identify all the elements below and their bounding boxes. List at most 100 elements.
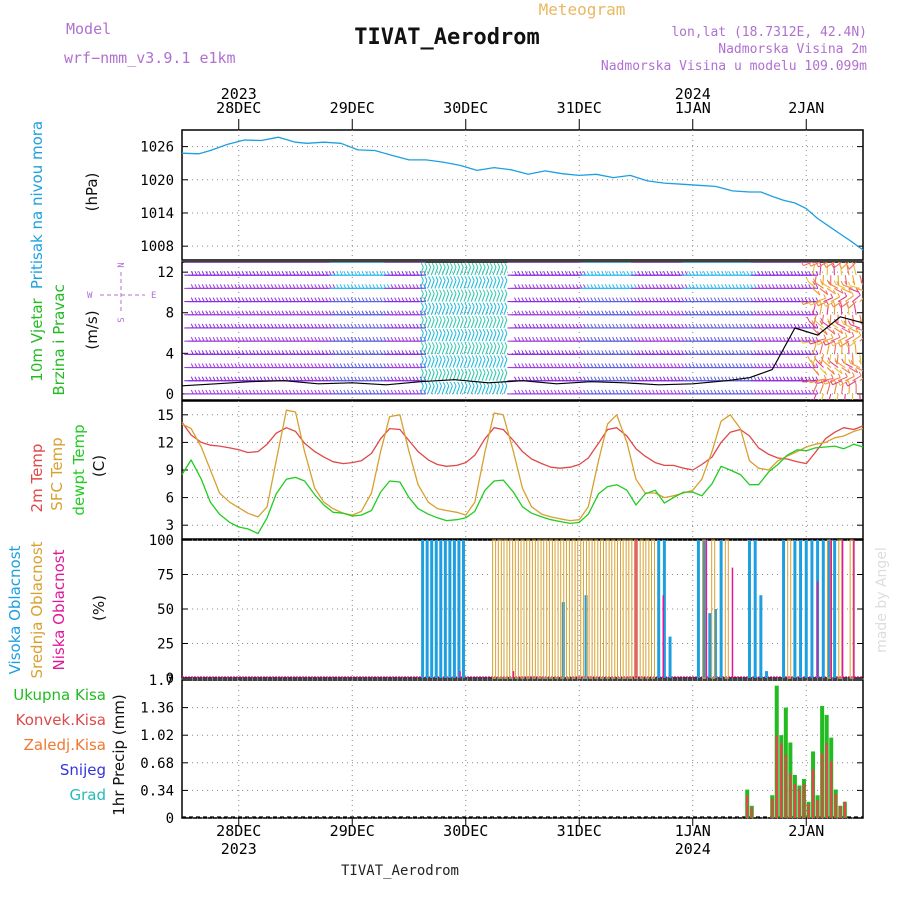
wind-barb-flag	[710, 310, 714, 315]
wind-barb-flag	[442, 262, 446, 268]
wind-barb-flag	[205, 270, 209, 276]
wind-barb-flag	[245, 336, 249, 342]
mid-cloud-bar	[724, 539, 729, 679]
wind-barb-flag	[790, 297, 793, 302]
wind-barb-flag	[713, 310, 717, 315]
wind-barb-flag	[412, 297, 416, 302]
wind-barb-flag	[739, 310, 743, 315]
wind-barb-flag	[336, 310, 339, 315]
wind-barb-flag	[252, 310, 256, 315]
wind-barb-flag	[630, 323, 634, 329]
wind-barb-flag	[471, 289, 475, 294]
wind-barb	[832, 340, 842, 347]
wind-barb-flag	[782, 310, 786, 315]
wind-barb	[503, 346, 508, 355]
wind-barb	[474, 266, 479, 276]
wind-barb-flag	[479, 262, 482, 268]
wind-barb-flag	[424, 289, 428, 294]
wind-barb-flag	[383, 310, 387, 315]
wind-barb	[496, 332, 501, 342]
wind-barb-flag	[601, 336, 605, 342]
wind-barb-flag	[644, 270, 648, 276]
wind-barb-flag	[568, 270, 572, 276]
wind-barb-flag	[717, 336, 721, 342]
pressure-unit: (hPa)	[83, 173, 101, 212]
wind-barb	[419, 266, 424, 276]
wind-barb-flag	[321, 389, 325, 395]
wind-barb-flag	[575, 270, 579, 276]
wind-barb-flag	[296, 270, 300, 276]
wind-barb-flag	[428, 328, 432, 334]
wind-barb	[818, 262, 828, 268]
high-cloud-bar	[827, 540, 831, 678]
wind-barb-flag	[731, 270, 735, 276]
wind-barb	[434, 332, 439, 342]
wind-barb-flag	[731, 350, 735, 355]
wind-barb-flag	[376, 336, 379, 342]
wind-barb	[481, 346, 486, 355]
wind-barb-flag	[633, 284, 637, 289]
mid-cloud-bar	[554, 539, 559, 679]
wind-barb	[419, 293, 424, 302]
wind-barb-flag	[550, 389, 554, 395]
wind-barb-flag	[786, 323, 790, 329]
wind-barb-flag	[307, 336, 310, 342]
wind-barb-flag	[397, 376, 401, 381]
wind-barb-flag	[475, 342, 479, 347]
wind-barb-flag	[208, 389, 212, 395]
wind-barb-flag	[317, 297, 321, 302]
wind-barb-flag	[241, 297, 245, 302]
wind-barb-flag	[724, 336, 728, 342]
wind-barb-flag	[593, 389, 597, 395]
wind-barb-flag	[386, 350, 390, 355]
wind-barb-flag	[504, 328, 508, 334]
wind-barb-flag	[285, 376, 289, 381]
wind-barb-flag	[633, 310, 637, 315]
wind-barb-flag	[194, 270, 198, 276]
high-cloud-bar	[748, 540, 751, 678]
wind-barb	[456, 266, 461, 276]
wind-barb-flag	[230, 310, 234, 315]
wind-barb-flag	[212, 389, 216, 395]
bottom-day-label: 1JAN	[675, 822, 711, 840]
high-cloud-bar	[759, 595, 763, 678]
wind-barb	[485, 372, 490, 381]
wind-barb-flag	[277, 376, 281, 381]
wind-barb-flag	[500, 315, 504, 321]
wind-barb-flag	[332, 376, 336, 381]
wind-barb-flag	[420, 368, 424, 373]
wind-barb-flag	[615, 376, 619, 381]
wind-barb-flag	[397, 336, 401, 342]
wind-barb-flag	[317, 270, 321, 276]
wind-barb-flag	[575, 389, 579, 395]
wind-barb-flag	[446, 328, 450, 334]
wind-barb-flag	[205, 310, 209, 315]
wind-barb-flag	[521, 389, 525, 395]
wind-barb-flag	[397, 323, 401, 329]
wind-barb-flag	[721, 389, 724, 395]
wind-barb	[499, 306, 504, 315]
wind-barb	[850, 362, 861, 369]
wind-barb	[496, 306, 501, 315]
conv-precip-bar	[807, 804, 810, 818]
wind-barb-flag	[746, 389, 750, 395]
wind-barb	[499, 280, 504, 289]
wind-barb-flag	[710, 323, 714, 329]
wind-barb-flag	[432, 250, 434, 254]
wind-barb	[452, 359, 457, 368]
wind-barb-flag	[659, 323, 663, 329]
wind-barb-flag	[834, 357, 838, 363]
y-tick-label: 0.34	[140, 783, 174, 799]
wind-barb-flag	[688, 336, 692, 342]
wind-barb-flag	[216, 323, 220, 329]
wind-barb-flag	[786, 389, 790, 395]
wind-barb-flag	[637, 310, 641, 315]
wind-barb-flag	[428, 289, 432, 294]
y-tick-label: 1.02	[140, 728, 174, 744]
wind-barb-flag	[583, 310, 586, 315]
wind-barb-flag	[717, 297, 721, 302]
wind-barb	[452, 319, 457, 329]
low-cloud-bar	[662, 595, 664, 678]
wind-barb-flag	[626, 323, 630, 329]
wind-barb-flag	[405, 389, 409, 395]
